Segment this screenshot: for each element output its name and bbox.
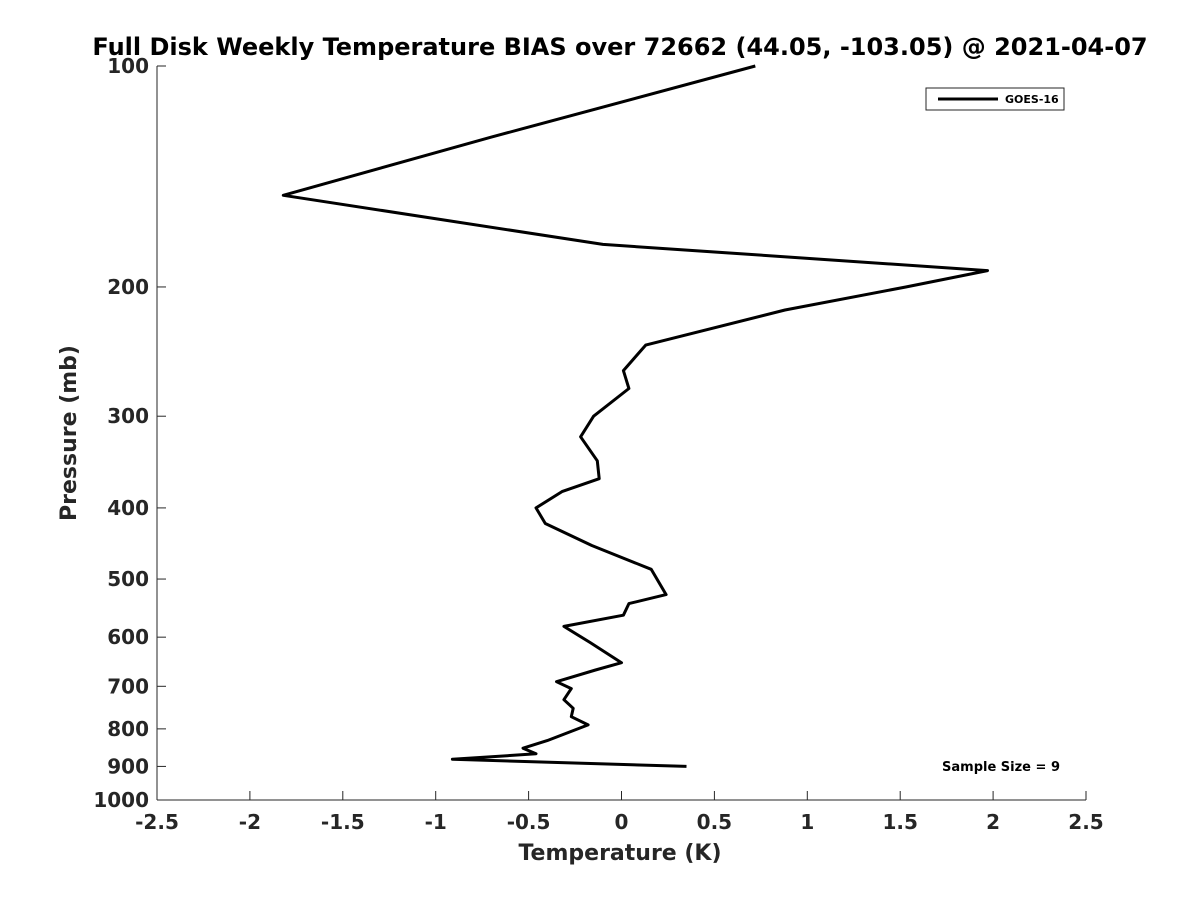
- y-tick-label: 500: [107, 567, 149, 591]
- y-tick-label: 1000: [93, 788, 149, 812]
- y-axis-ticks: 100 200 300 400 500 600 700 800 900 1000: [93, 54, 166, 812]
- y-tick-label: 900: [107, 754, 149, 778]
- x-tick-label: 0: [615, 810, 629, 834]
- legend-entry-goes-16: GOES-16: [1005, 93, 1059, 106]
- y-tick-label: 600: [107, 625, 149, 649]
- x-axis-label: Temperature (K): [518, 841, 721, 866]
- x-tick-label: 2: [986, 810, 1000, 834]
- x-tick-label: 1: [800, 810, 814, 834]
- x-tick-label: -1: [425, 810, 447, 834]
- x-tick-label: -2.5: [135, 810, 179, 834]
- series-line-goes-16: [281, 64, 989, 768]
- y-tick-label: 300: [107, 404, 149, 428]
- y-tick-label: 100: [107, 54, 149, 78]
- legend: GOES-16: [925, 87, 1065, 111]
- x-tick-label: -1.5: [321, 810, 365, 834]
- sample-size-annotation: Sample Size = 9: [942, 760, 1060, 775]
- chart-title: Full Disk Weekly Temperature BIAS over 7…: [92, 33, 1147, 61]
- annotations: Sample Size = 9: [942, 760, 1060, 775]
- y-tick-label: 200: [107, 275, 149, 299]
- axes: [156, 66, 1086, 801]
- y-tick-label: 400: [107, 496, 149, 520]
- x-tick-label: -0.5: [507, 810, 551, 834]
- x-tick-label: 1.5: [882, 810, 917, 834]
- y-tick-label: 800: [107, 717, 149, 741]
- x-tick-label: -2: [239, 810, 261, 834]
- y-tick-label: 700: [107, 674, 149, 698]
- x-tick-label: 2.5: [1068, 810, 1103, 834]
- y-axis-label: Pressure (mb): [57, 345, 82, 521]
- x-axis-ticks: -2.5 -2 -1.5 -1 -0.5 0 0.5 1 1.5 2 2.5: [135, 791, 1104, 834]
- x-tick-label: 0.5: [697, 810, 732, 834]
- series-layer: [281, 64, 989, 768]
